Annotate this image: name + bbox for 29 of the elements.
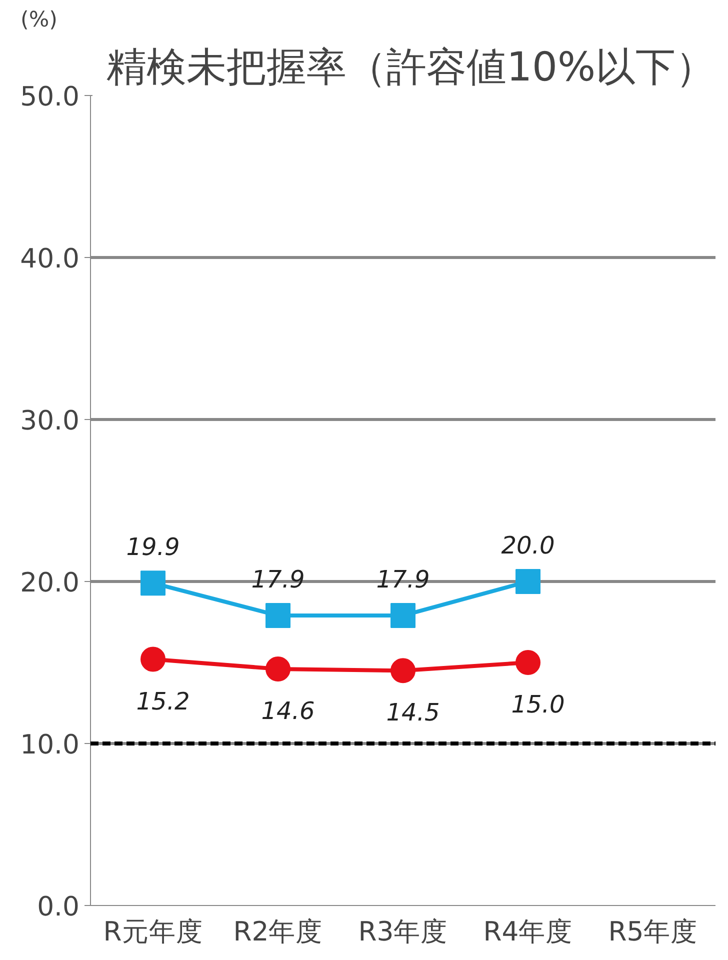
data-label: 15.2 [136,687,190,716]
x-tick-label: R4年度 [483,916,573,948]
y-tick-label: 20.0 [20,568,80,598]
y-tick-label: 30.0 [20,406,80,436]
chart-title: 精検未把握率（許容値10%以下） [106,44,716,90]
point [266,603,290,628]
data-label: 14.5 [386,698,440,727]
y-tick-label: 0.0 [37,892,80,922]
data-label: 15.0 [511,690,565,718]
point [266,656,290,682]
data-label: 14.6 [261,696,315,725]
y-tick-label: 10.0 [20,730,80,760]
y-tick-label: 50.0 [20,82,80,112]
x-tick-label: R2年度 [233,916,323,948]
point [140,646,166,672]
point [390,603,416,628]
x-tick-label: R5年度 [608,916,698,948]
data-label: 19.9 [126,533,180,562]
point [516,650,540,675]
data-label: 17.9 [376,566,430,594]
data-label: 17.9 [251,566,305,594]
x-tick-label: R3年度 [358,916,448,948]
data-label: 20.0 [501,532,555,560]
point [140,570,166,596]
point [516,569,540,594]
y-tick-label: 40.0 [20,244,80,274]
y-axis-title: (%) [20,8,58,32]
x-tick-label: R元年度 [103,916,203,948]
point [390,658,416,684]
